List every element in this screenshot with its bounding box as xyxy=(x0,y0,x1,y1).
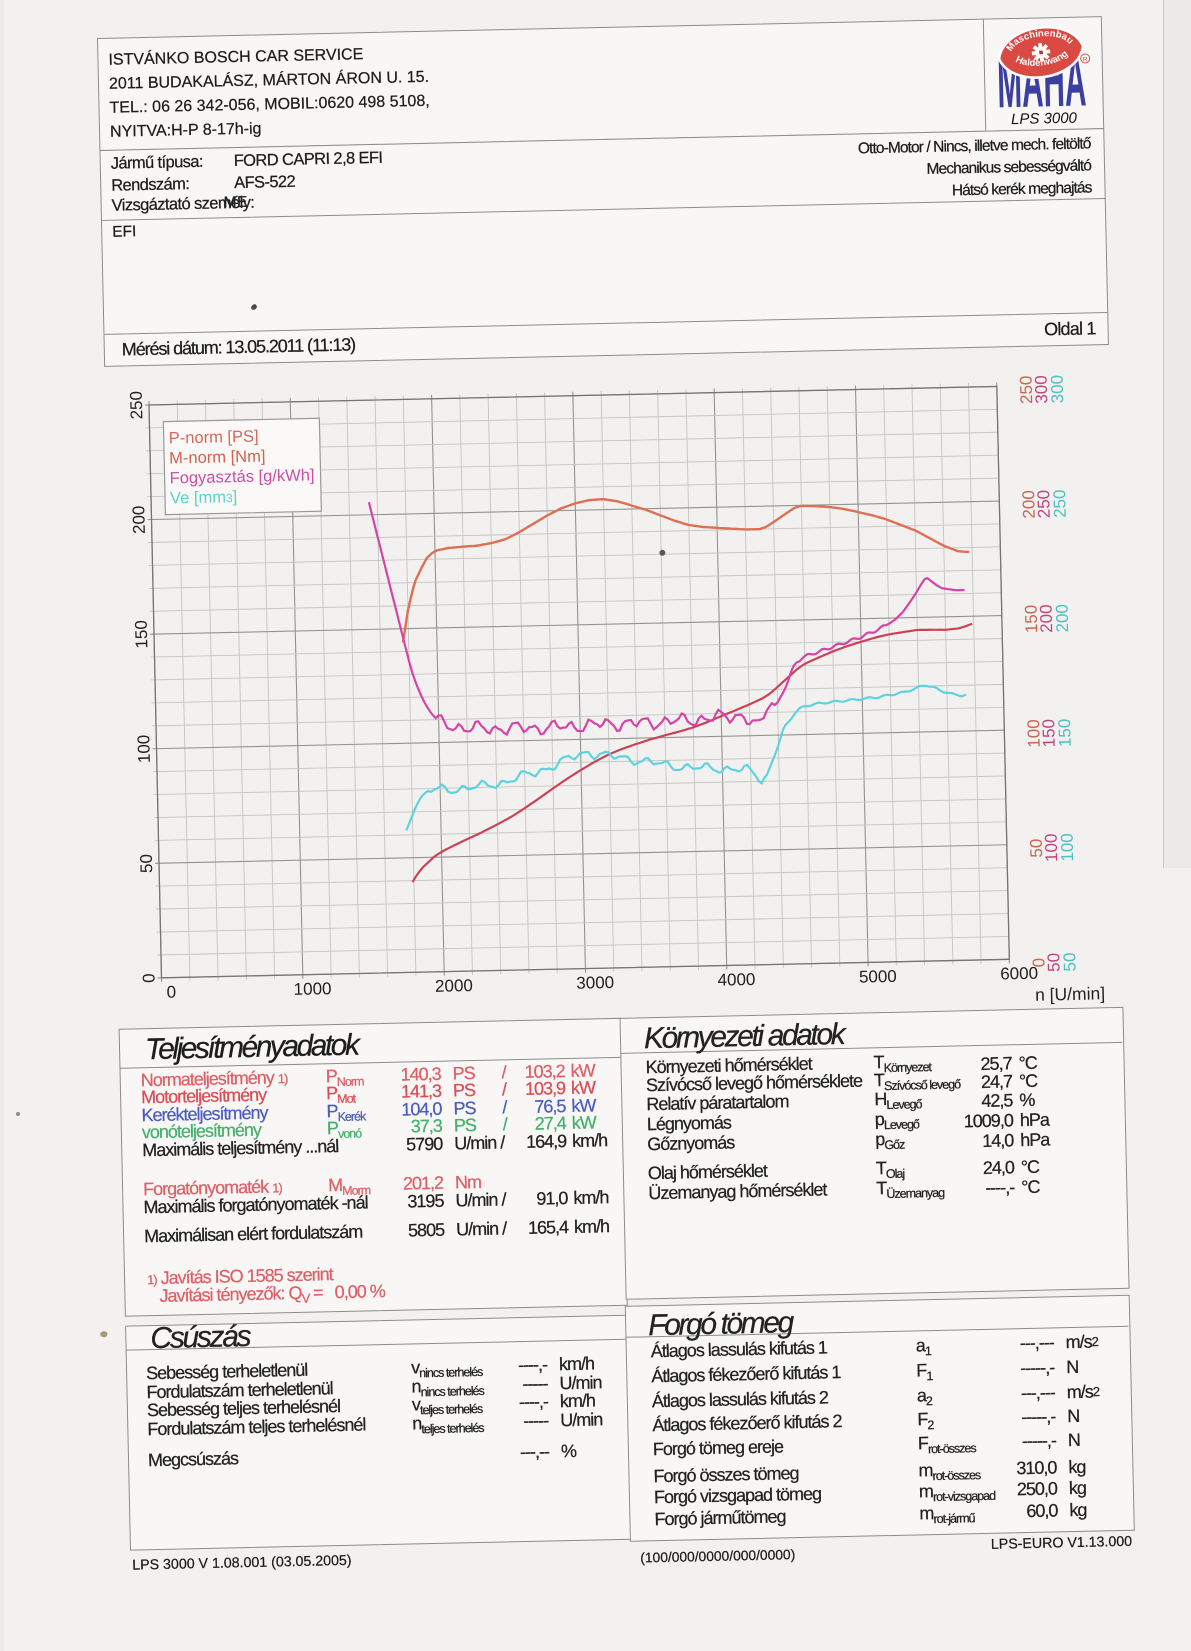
svg-text:300: 300 xyxy=(1032,375,1052,404)
svg-text:250: 250 xyxy=(1034,490,1054,519)
svg-text:100: 100 xyxy=(1024,719,1044,748)
svg-text:250: 250 xyxy=(127,391,147,420)
svg-text:250: 250 xyxy=(1050,489,1070,518)
svg-text:6000: 6000 xyxy=(1000,964,1038,984)
svg-text:2000: 2000 xyxy=(435,976,473,996)
svg-text:LPS 3000: LPS 3000 xyxy=(1011,110,1078,128)
svg-text:50: 50 xyxy=(1060,952,1079,971)
svg-text:Ve [mm3]: Ve [mm3] xyxy=(170,488,238,507)
svg-text:250: 250 xyxy=(1017,375,1037,404)
svg-text:R: R xyxy=(1083,56,1088,63)
svg-text:100: 100 xyxy=(1042,833,1062,862)
svg-text:150: 150 xyxy=(1055,718,1075,747)
svg-text:0: 0 xyxy=(1029,958,1048,968)
svg-text:200: 200 xyxy=(1037,604,1057,633)
svg-text:300: 300 xyxy=(1048,375,1068,404)
svg-text:1000: 1000 xyxy=(293,979,331,999)
svg-text:3000: 3000 xyxy=(576,973,614,993)
svg-text:5000: 5000 xyxy=(859,967,897,987)
svg-text:Fogyasztás [g/kWh]: Fogyasztás [g/kWh] xyxy=(169,466,314,487)
svg-text:50: 50 xyxy=(1044,953,1063,972)
svg-text:P-norm [PS]: P-norm [PS] xyxy=(169,428,259,448)
svg-text:100: 100 xyxy=(1058,833,1078,862)
svg-text:4000: 4000 xyxy=(717,970,755,990)
svg-text:M-norm [Nm]: M-norm [Nm] xyxy=(169,447,266,467)
svg-text:100: 100 xyxy=(134,735,154,764)
svg-text:200: 200 xyxy=(1053,604,1073,633)
svg-text:50: 50 xyxy=(137,854,156,873)
svg-text:n [U/min]: n [U/min] xyxy=(1035,983,1105,1005)
svg-text:200: 200 xyxy=(129,505,149,534)
svg-text:200: 200 xyxy=(1019,490,1039,519)
svg-text:150: 150 xyxy=(1022,605,1042,634)
svg-text:150: 150 xyxy=(132,620,152,649)
svg-text:0: 0 xyxy=(166,983,176,1002)
svg-text:150: 150 xyxy=(1039,719,1059,748)
svg-text:0: 0 xyxy=(139,973,158,983)
svg-text:50: 50 xyxy=(1027,838,1046,857)
